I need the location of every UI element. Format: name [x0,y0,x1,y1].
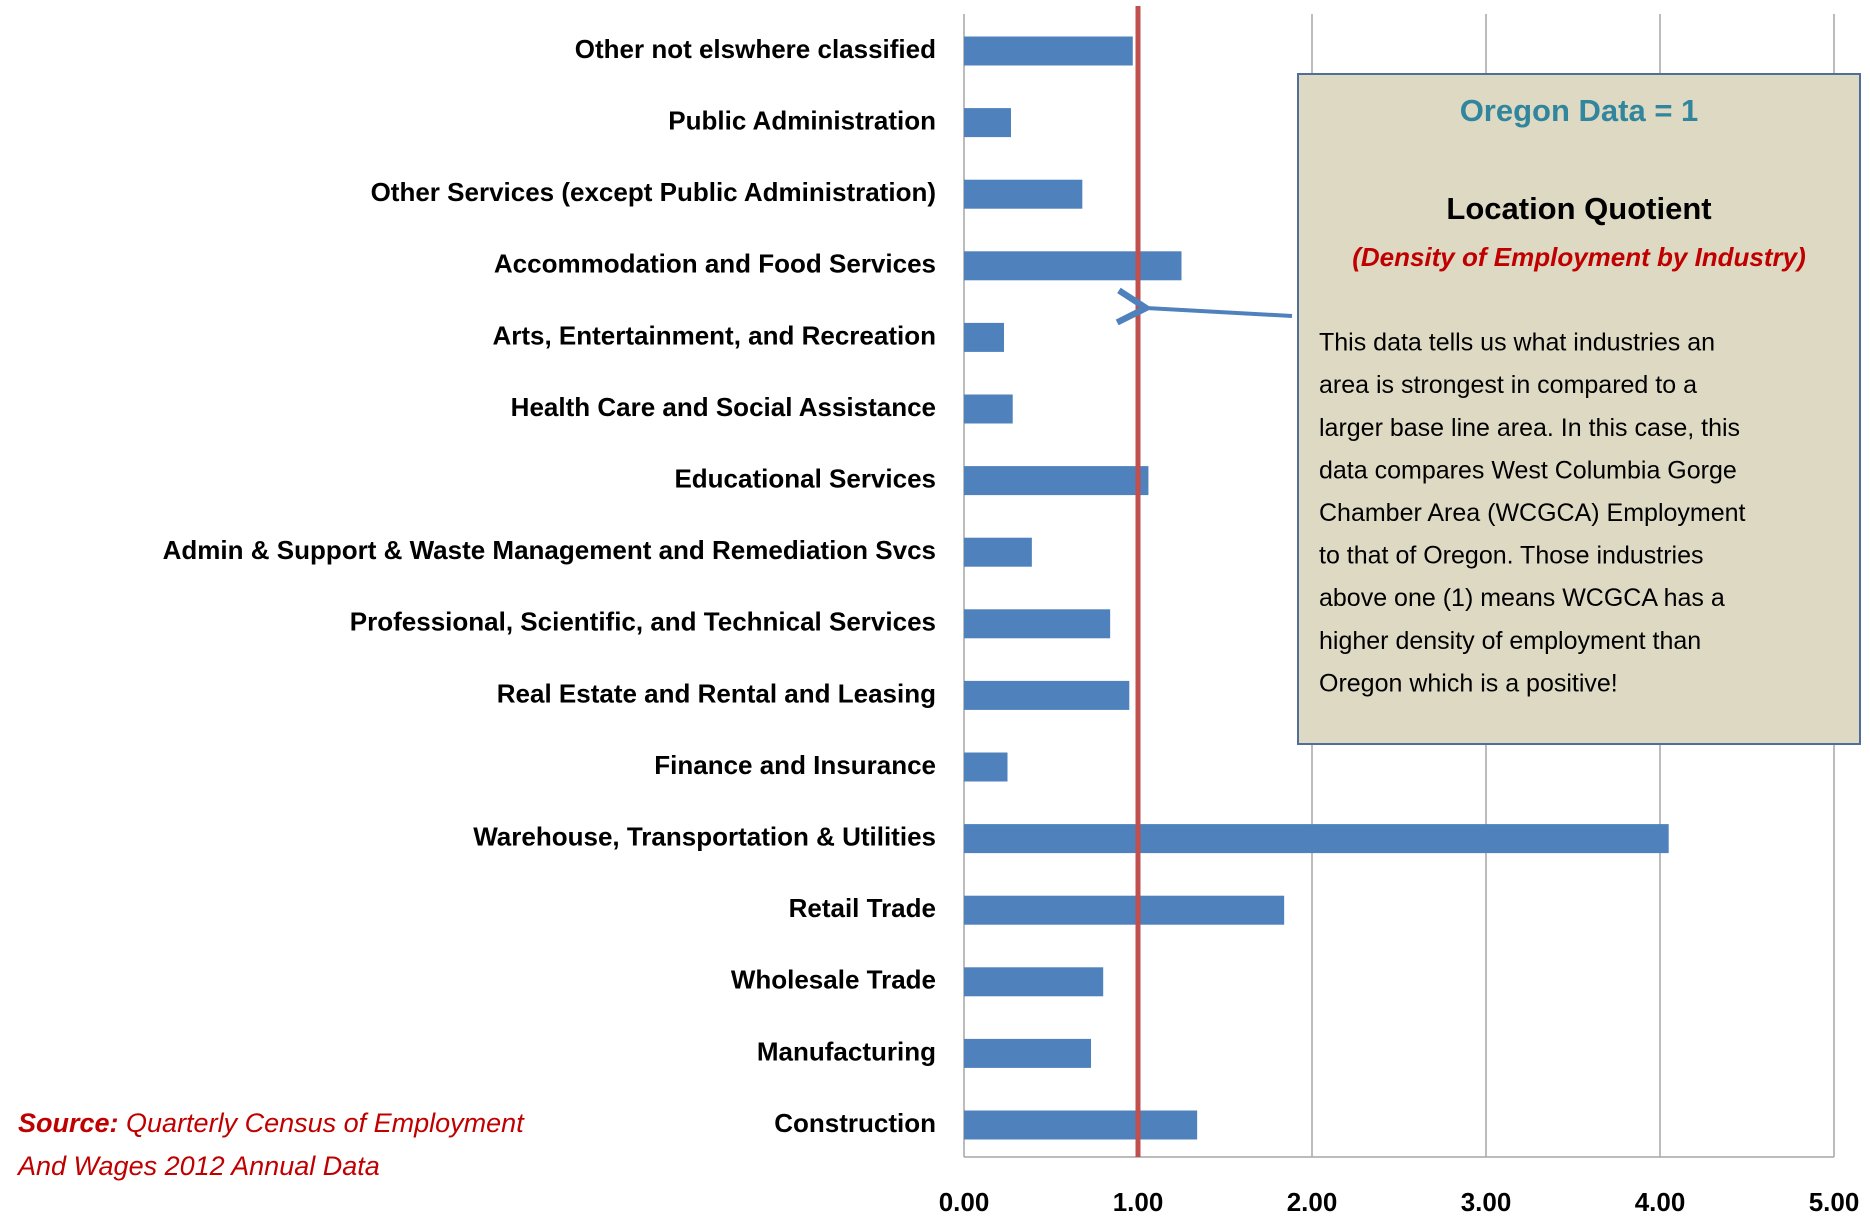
y-tick-label: Wholesale Trade [731,965,936,995]
annotation-title: Location Quotient [1446,191,1711,226]
bar [964,466,1149,496]
y-tick-label: Public Administration [668,105,936,135]
y-tick-label: Admin & Support & Waste Management and R… [163,535,936,565]
bar [964,1038,1092,1068]
y-tick-label: Health Care and Social Assistance [511,392,936,422]
bar [964,36,1133,66]
y-tick-label: Other not elswhere classified [575,34,936,64]
y-tick-label: Real Estate and Rental and Leasing [497,678,936,708]
annotation-line: to that of Oregon. Those industries [1319,542,1704,570]
y-tick-label: Professional, Scientific, and Technical … [350,607,936,637]
source-text: Source: Quarterly Census of Employment [18,1108,525,1138]
x-tick-label: 1.00 [1113,1187,1164,1217]
annotation-subtitle: (Density of Employment by Industry) [1352,242,1806,272]
bar [964,895,1285,925]
source-line: Quarterly Census of Employment [119,1108,526,1138]
source-text: And Wages 2012 Annual Data [16,1151,380,1181]
bar [964,179,1083,209]
y-tick-label: Manufacturing [757,1036,936,1066]
y-tick-label: Retail Trade [789,893,936,923]
bar [964,394,1013,424]
annotation-line: Chamber Area (WCGCA) Employment [1319,499,1746,527]
bar [964,609,1111,639]
bar [964,967,1104,997]
annotation-line: Oregon which is a positive! [1319,669,1618,697]
y-tick-label: Warehouse, Transportation & Utilities [473,821,936,851]
y-tick-label: Educational Services [674,463,936,493]
x-tick-label: 4.00 [1635,1187,1686,1217]
x-tick-label: 2.00 [1287,1187,1338,1217]
annotation-line: larger base line area. In this case, thi… [1319,414,1740,442]
bar [964,108,1011,138]
bar [964,251,1182,281]
bar [964,1110,1198,1140]
y-tick-label: Accommodation and Food Services [494,249,936,279]
bar [964,752,1008,782]
annotation-box [1297,73,1861,745]
y-tick-label: Other Services (except Public Administra… [371,177,936,207]
bar [964,680,1130,710]
y-tick-label: Construction [774,1108,936,1138]
bar [964,537,1032,567]
annotation-heading: Oregon Data = 1 [1460,93,1699,128]
annotation-line: This data tells us what industries an [1319,329,1715,357]
annotation-line: area is strongest in compared to a [1319,371,1697,399]
x-tick-label: 5.00 [1809,1187,1860,1217]
x-tick-label: 0.00 [939,1187,990,1217]
x-tick-label: 3.00 [1461,1187,1512,1217]
annotation-arrow [1115,287,1293,326]
bar [964,322,1005,352]
bar [964,824,1669,854]
annotation-line: above one (1) means WCGCA has a [1319,584,1725,612]
annotation-line: higher density of employment than [1319,627,1701,655]
source-label: Source: [18,1108,119,1138]
annotation-line: data compares West Columbia Gorge [1319,456,1737,484]
y-tick-label: Arts, Entertainment, and Recreation [492,320,936,350]
y-tick-label: Finance and Insurance [654,750,936,780]
